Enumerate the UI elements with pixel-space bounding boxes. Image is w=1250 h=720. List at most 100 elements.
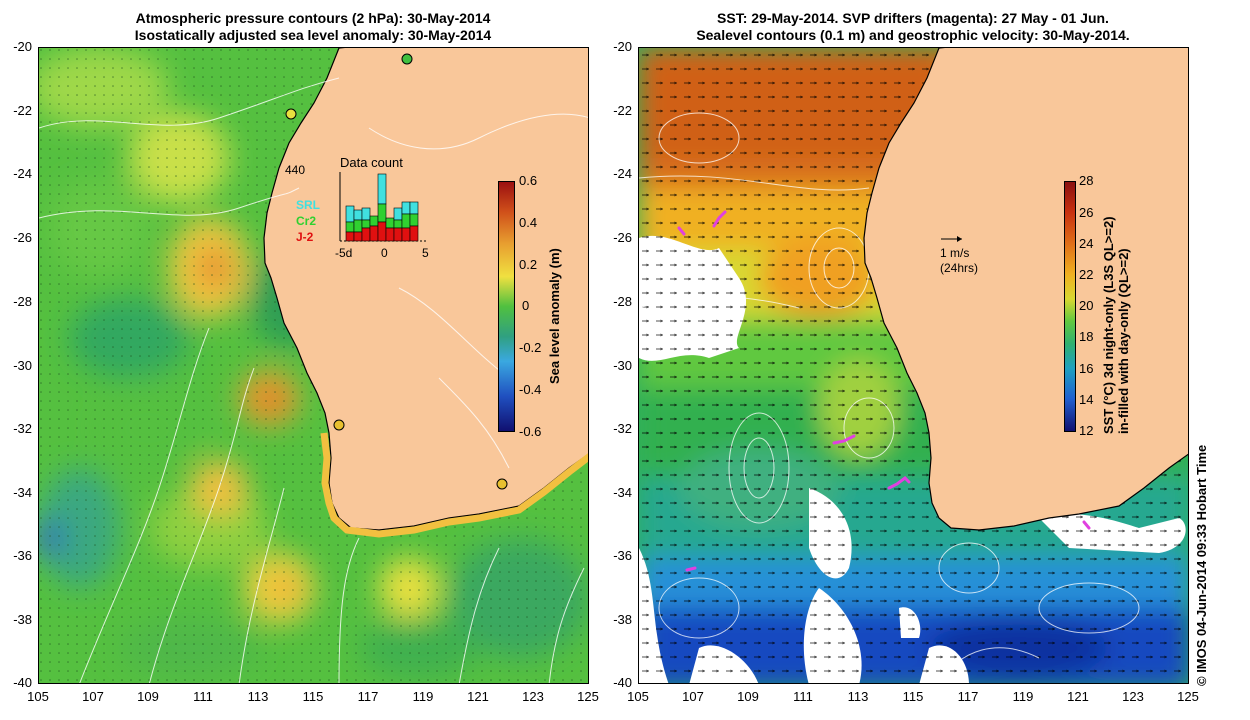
inset-bar: [393, 227, 403, 242]
inset-bar: [377, 173, 387, 205]
inset-bar: [377, 221, 387, 242]
inset-bar: [345, 205, 355, 223]
inset-sat-cr2: Cr2: [296, 214, 317, 228]
velocity-scale-label: 1 m/s: [940, 246, 970, 260]
lon-tick-left: 117: [357, 689, 379, 704]
inset-bar: [361, 219, 371, 229]
inset-bar: [353, 231, 363, 242]
lon-tick-right: 109: [737, 689, 759, 704]
australia-land: [863, 48, 1188, 531]
right-title-line1: SST: 29-May-2014. SVP drifters (magenta)…: [717, 10, 1109, 26]
lon-tick-left: 105: [27, 689, 49, 704]
lon-tick-left: 115: [302, 689, 324, 704]
inset-bar: [409, 201, 419, 215]
lat-tick-left: -24: [13, 166, 32, 181]
sst-cb-tick: 26: [1079, 205, 1094, 220]
coastal-sla-band: [320, 432, 588, 538]
inset-bar: [353, 219, 363, 233]
sla-cb-tick: -0.6: [519, 424, 542, 439]
lon-tick-left: 109: [137, 689, 159, 704]
drifter-track: [887, 476, 911, 490]
inset-xtick: 0: [381, 246, 388, 260]
sla-cb-tick: 0.6: [519, 173, 538, 188]
right-map: [639, 48, 1188, 683]
inset-xtick: 5: [422, 246, 429, 260]
sst-cb-tick: 14: [1079, 392, 1094, 407]
lon-tick-left: 113: [247, 689, 269, 704]
lon-tick-right: 113: [847, 689, 869, 704]
lon-tick-left: 121: [467, 689, 489, 704]
inset-title: Data count: [340, 155, 403, 170]
lat-tick-right: -22: [613, 103, 632, 118]
sla-cb-tick: -0.4: [519, 382, 542, 397]
inset-bar: [401, 227, 411, 242]
lat-tick-right: -40: [613, 675, 632, 690]
lat-tick-left: -20: [13, 39, 32, 54]
inset-histogram: [339, 172, 428, 242]
sealevel-contours: [639, 112, 1140, 683]
lat-tick-left: -36: [13, 548, 32, 563]
lon-tick-right: 117: [957, 689, 979, 704]
inset-sat-srl: SRL: [296, 198, 320, 212]
lon-tick-right: 111: [793, 689, 813, 704]
tide-gauge-station: [285, 108, 297, 120]
sst-cb-tick: 22: [1079, 267, 1094, 282]
left-map: [39, 48, 588, 683]
tide-gauge-station: [401, 53, 413, 65]
svp-drifter-tracks: [677, 210, 1091, 572]
inset-bar: [353, 209, 363, 221]
inset-sat-j2: J-2: [296, 230, 314, 244]
lat-tick-right: -24: [613, 166, 632, 181]
lon-tick-left: 111: [193, 689, 213, 704]
inset-xtick: -5d: [335, 246, 353, 260]
lat-tick-right: -26: [613, 230, 632, 245]
lat-tick-right: -32: [613, 421, 632, 436]
inset-bar: [393, 219, 403, 229]
lon-tick-right: 125: [1177, 689, 1199, 704]
inset-bar: [369, 215, 379, 227]
inset-bar: [345, 221, 355, 233]
velocity-scale-arrow: [941, 236, 962, 242]
lat-tick-right: -38: [613, 612, 632, 627]
inset-bar: [401, 213, 411, 229]
lon-tick-left: 107: [82, 689, 104, 704]
inset-bar: [345, 231, 355, 242]
sst-cb-tick: 16: [1079, 361, 1094, 376]
left-title-line1: Atmospheric pressure contours (2 hPa): 3…: [135, 10, 491, 26]
lat-tick-left: -32: [13, 421, 32, 436]
velocity-scale-note: (24hrs): [940, 261, 979, 275]
sst-colorbar: [1064, 181, 1076, 432]
drifter-track: [712, 210, 727, 228]
inset-bar: [361, 227, 371, 242]
imos-credit: © IMOS 04-Jun-2014 09:33 Hobart Time: [1194, 444, 1209, 686]
inset-bar: [369, 225, 379, 242]
sst-colorbar-label-line1: SST (°C) 3d night-only (L3S QL>=2): [1101, 216, 1116, 434]
sla-cb-tick: 0.4: [519, 215, 538, 230]
lat-tick-right: -34: [613, 485, 632, 500]
inset-bar: [377, 203, 387, 223]
inset-bar: [385, 227, 395, 242]
lon-tick-left: 119: [412, 689, 434, 704]
sst-cb-tick: 24: [1079, 236, 1094, 251]
inset-bar: [393, 207, 403, 221]
drifter-track: [685, 566, 697, 572]
drifter-track: [677, 226, 686, 236]
lon-tick-right: 105: [627, 689, 649, 704]
lon-tick-left: 125: [577, 689, 599, 704]
inset-count-label: 440: [285, 163, 306, 177]
sst-cb-tick: 20: [1079, 298, 1094, 313]
lat-tick-left: -26: [13, 230, 32, 245]
inset-bar: [409, 225, 419, 242]
data-count-inset: 440 Data count SRL Cr2 J-2: [280, 150, 440, 265]
lat-tick-left: -28: [13, 294, 32, 309]
sst-cb-tick: 12: [1079, 423, 1094, 438]
lat-tick-left: -22: [13, 103, 32, 118]
lon-tick-right: 115: [902, 689, 924, 704]
sst-cb-tick: 28: [1079, 173, 1094, 188]
left-map-panel: [38, 47, 589, 684]
lat-tick-right: -30: [613, 358, 632, 373]
sla-colorbar: [498, 181, 515, 432]
lat-tick-left: -40: [13, 675, 32, 690]
sla-cb-tick: 0.2: [519, 257, 538, 272]
inset-bar: [401, 201, 411, 215]
